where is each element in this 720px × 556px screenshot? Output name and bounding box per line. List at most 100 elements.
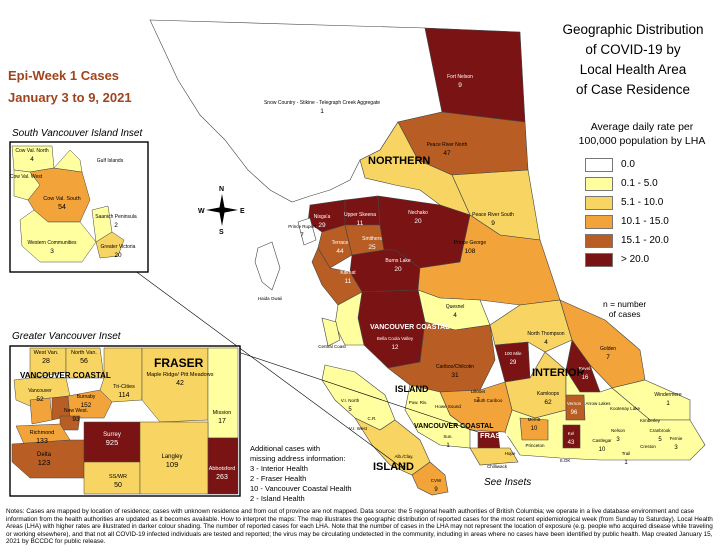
lha-label: Bella Coola Valley 12	[377, 336, 414, 351]
region-northern: NORTHERN	[368, 155, 430, 167]
lha-haida-gwaii[interactable]	[254, 241, 281, 291]
lha-label: Kimberley	[640, 418, 661, 423]
gv-fraser-label: FRASER	[154, 356, 204, 370]
lha-vi-south[interactable]	[411, 461, 449, 496]
lha-coast-island[interactable]	[321, 317, 341, 347]
region-island: ISLAND	[395, 384, 429, 394]
lha-label: Peace River South 9	[472, 212, 514, 227]
lha-label: Upper Skeena 11	[344, 212, 376, 227]
lha-label: Smithers 25	[362, 236, 382, 251]
lha-label: Hope	[505, 451, 516, 456]
lha-label: Snow Country - Stikine - Telegraph Creek…	[264, 100, 380, 115]
lha-terrace[interactable]	[317, 224, 353, 269]
gv-lha-label: Richmond 133	[30, 430, 55, 445]
lha-label: Central Coast	[318, 344, 346, 349]
lha-label: South Cariboo	[474, 398, 503, 403]
gv-lha-label: Vancouver 52	[28, 388, 52, 403]
lha-north-thompson[interactable]	[489, 299, 573, 353]
lha-label: Cariboo/Chilcotin 31	[436, 364, 474, 379]
lha-label: Kitimat 11	[340, 270, 356, 285]
date-range-label: January 3 to 9, 2021	[8, 90, 132, 105]
legend-item: 0.1 - 5.0	[585, 174, 669, 193]
lha-label: Fernie 3	[670, 436, 683, 451]
gv-lha-label: Langley 109	[161, 454, 182, 469]
legend-item: 5.1 - 10.0	[585, 193, 669, 212]
svg-text:S: S	[219, 229, 224, 236]
svg-text:E: E	[240, 208, 245, 215]
see-insets-label: See Insets	[484, 477, 532, 488]
gv-lha-label: Mission 17	[213, 410, 232, 425]
lha-vernon[interactable]	[565, 394, 586, 421]
additional-cases-note: Additional cases with missing address in…	[250, 444, 352, 503]
lha-label: Creston	[640, 444, 656, 449]
notes-text: Notes: Cases are mapped by location of r…	[6, 508, 713, 546]
gv-lha-label: Maple Ridge/ Pitt Meadows 42	[147, 372, 214, 387]
lha-label: Fort Nelson 9	[447, 74, 473, 89]
lha-label: Merritt 10	[528, 417, 541, 432]
legend-title: Average daily rate per 100,000 populatio…	[578, 121, 706, 147]
lha-label: Chilliwack	[487, 464, 508, 469]
lha-label: Prince George 108	[454, 240, 486, 255]
lha-label: Terrace 44	[332, 240, 349, 255]
region-vancouver-coastal-2: VANCOUVER COASTAL	[414, 423, 494, 430]
lha-label: Haida Gwaii	[258, 296, 282, 301]
svi-lha-label: Cow Val. North 4	[15, 148, 48, 163]
svi-lha-label: Western Communities 3	[27, 240, 77, 255]
region-fraser: FRASER	[480, 431, 511, 440]
svi-lha-label: Cow Val. South 54	[43, 196, 81, 211]
region-island-2: ISLAND	[373, 461, 414, 473]
gv-lha-label: Tri-Cities 114	[113, 384, 135, 399]
lha-label: C.R.	[368, 416, 377, 421]
lha-prince-rupert[interactable]	[297, 217, 317, 246]
svi-lha-label: Greater Victoria 20	[101, 244, 136, 259]
svi-lha-label: Saanich Peninsula 2	[95, 214, 137, 229]
gv-lha-label: Burnaby 152	[77, 394, 96, 409]
lha-label: S.OK	[560, 458, 571, 463]
region-vancouver-coastal: VANCOUVER COASTAL	[370, 324, 450, 331]
lha-label: Golden 7	[600, 346, 616, 361]
greater-vancouver-inset-map: FRASER VANCOUVER COASTAL West Van. 28 Nort…	[9, 345, 241, 497]
legend-item: > 20.0	[585, 250, 669, 269]
svg-text:N: N	[219, 186, 224, 193]
region-interior: INTERIOR	[532, 367, 585, 379]
svi-lha-label: Gulf Islands	[97, 158, 124, 164]
lha-label: Peace River North 47	[427, 142, 468, 157]
lha-kootenay-boundary[interactable]	[504, 368, 706, 461]
gv-lha-label: Abbotsford 263	[209, 466, 236, 481]
lha-label: Lillooet 7	[471, 389, 486, 404]
lha-merritt[interactable]	[519, 417, 549, 441]
gv-lha-label: SS/WR 50	[109, 474, 127, 489]
lha-label: Burns Lake 20	[385, 258, 411, 273]
gv-vancouver-coastal-label: VANCOUVER COASTAL	[20, 371, 111, 380]
lha-kelowna[interactable]	[562, 424, 581, 449]
svi-lha-label: Cow Val. West	[10, 174, 43, 180]
lha-chilliwack[interactable]	[469, 447, 519, 466]
lha-label: Sun. 1	[443, 434, 452, 449]
lha-label: Quesnel 4	[446, 304, 465, 319]
gv-lha-label: West Van. 28	[34, 350, 59, 365]
lha-label: Kamloops 62	[537, 391, 560, 406]
lha-label: 100 Mile 29	[504, 351, 522, 366]
lha-label: Nelson 3	[611, 428, 626, 443]
compass-icon: N S E W	[198, 186, 245, 236]
lha-label: V.I. North 5	[341, 398, 360, 413]
lha-label: Howe Sound	[435, 404, 461, 409]
lha-label: Nisga'a 29	[314, 214, 331, 229]
lha-label: Revel. 16	[579, 366, 592, 381]
greater-van-inset-title: Greater Vancouver Inset	[12, 331, 121, 342]
legend: 0.0 0.1 - 5.0 5.1 - 10.0 10.1 - 15.0 15.…	[585, 155, 669, 269]
svg-text:W: W	[198, 208, 205, 215]
lha-label: Kootenay Lake	[610, 406, 641, 411]
lha-label: Vernon 96	[567, 401, 582, 416]
lha-label: Trail 1	[622, 451, 631, 466]
epi-week-label: Epi-Week 1 Cases	[8, 68, 120, 83]
lha-label: Princeton	[525, 443, 545, 448]
n-note: n = number of cases	[603, 299, 647, 319]
legend-item: 15.1 - 20.0	[585, 231, 669, 250]
south-vi-inset-title: South Vancouver Island Inset	[12, 128, 143, 139]
lha-label: V.I. West	[349, 426, 368, 431]
lha-label: Pow. Riv.	[409, 400, 427, 405]
lha-label: North Thompson 4	[527, 331, 564, 346]
gv-lha-label: New West. 93	[64, 408, 88, 423]
